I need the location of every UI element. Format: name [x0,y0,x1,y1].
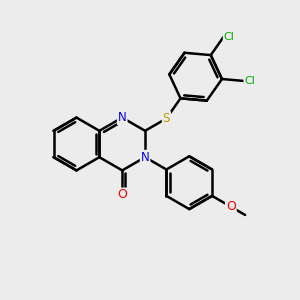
Text: S: S [163,112,170,125]
Text: O: O [117,188,127,202]
Text: O: O [226,200,236,213]
Text: Cl: Cl [224,32,235,42]
Text: N: N [118,111,127,124]
Text: N: N [141,151,149,164]
Text: Cl: Cl [244,76,255,86]
